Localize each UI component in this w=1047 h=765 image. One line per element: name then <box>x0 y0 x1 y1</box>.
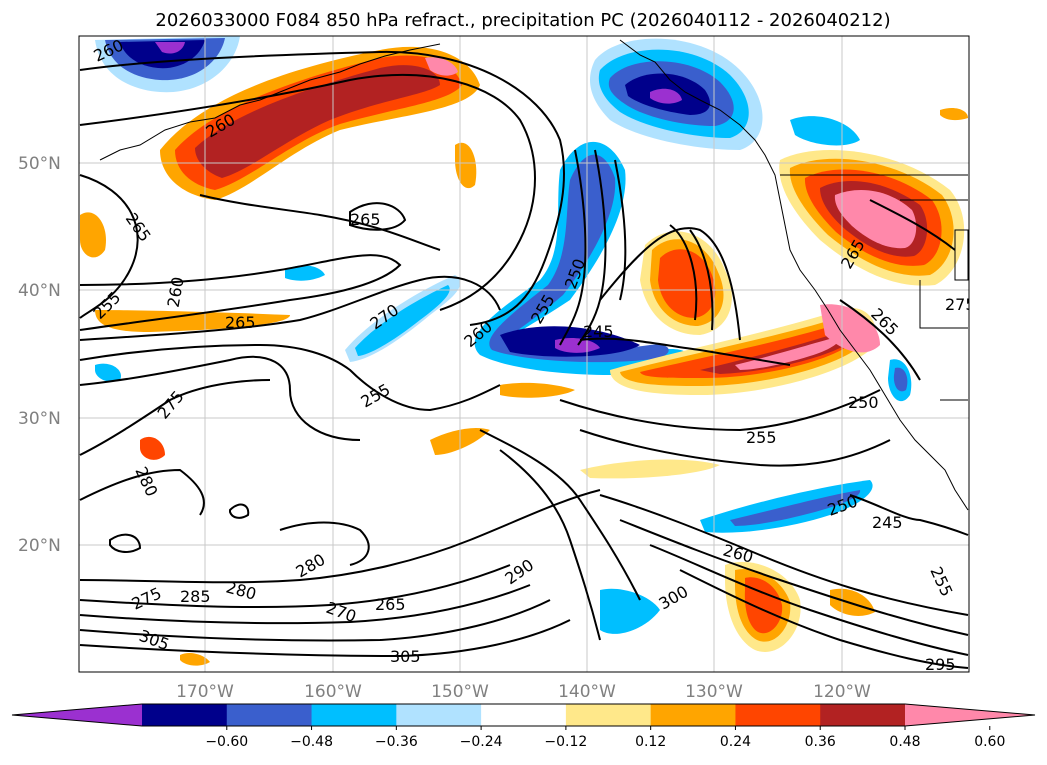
colorbar-segment <box>820 704 906 726</box>
colorbar-extend-high <box>905 704 1035 726</box>
colorbar-segment <box>311 704 397 726</box>
lat-label: 40°N <box>18 281 61 301</box>
colorbar-segment <box>481 704 567 726</box>
refractivity-contours <box>79 50 969 669</box>
colorbar-segment <box>735 704 821 726</box>
contour-label: 275 <box>945 295 976 314</box>
contour-label: 295 <box>925 655 956 674</box>
lat-label: 20°N <box>18 536 61 556</box>
colorbar-segment <box>565 704 652 726</box>
colorbar: −0.60 −0.48 −0.36 −0.24 −0.12 0.12 0.24 0.36 0.4… <box>11 703 1036 750</box>
colorbar-tick-label: −0.24 <box>460 734 503 750</box>
colorbar-tick-label: −0.48 <box>290 734 333 750</box>
lon-label: 150°W <box>431 682 489 702</box>
colorbar-segment <box>650 704 736 726</box>
contour-label: 305 <box>390 647 421 666</box>
contour-label: 255 <box>746 428 777 447</box>
lon-label: 130°W <box>685 682 743 702</box>
colorbar-segment <box>396 704 482 726</box>
contour-label: 265 <box>375 595 406 614</box>
colorbar-tick-label: 0.48 <box>889 734 920 750</box>
map-plot-area: 260 260 265 265 260 255 265 270 255 260 … <box>79 36 976 674</box>
colorbar-extend-low <box>12 704 142 726</box>
contour-label: 265 <box>225 313 256 332</box>
map-title: 2026033000 F084 850 hPa refract., precip… <box>155 10 890 31</box>
lon-label: 120°W <box>813 682 871 702</box>
lon-label: 160°W <box>304 682 362 702</box>
contour-label: 245 <box>583 322 614 341</box>
colorbar-tick-label: −0.36 <box>375 734 418 750</box>
colorbar-tick-label: 0.60 <box>974 734 1005 750</box>
colorbar-tick-label: 0.36 <box>805 734 836 750</box>
colorbar-tick-label: −0.60 <box>205 734 248 750</box>
lat-label: 50°N <box>18 154 61 174</box>
map-frame <box>78 35 970 673</box>
colorbar-segment <box>226 704 313 726</box>
coastlines <box>99 39 969 511</box>
latitude-labels: 50°N 40°N 30°N 20°N <box>18 154 61 556</box>
longitude-labels: 170°W 160°W 150°W 140°W 130°W 120°W <box>176 682 871 702</box>
colorbar-outline <box>11 703 1036 727</box>
lon-label: 170°W <box>176 682 234 702</box>
contour-label: 245 <box>872 513 903 532</box>
colorbar-tick-label: −0.12 <box>544 734 587 750</box>
contour-label: 285 <box>180 587 211 606</box>
contour-label: 250 <box>848 393 879 412</box>
colorbar-tick-label: 0.24 <box>720 734 751 750</box>
colorbar-tick-label: 0.12 <box>635 734 666 750</box>
graticule <box>79 36 969 672</box>
lon-label: 140°W <box>558 682 616 702</box>
lat-label: 30°N <box>18 409 61 429</box>
contour-label: 265 <box>350 210 381 229</box>
colorbar-segment <box>142 704 228 726</box>
